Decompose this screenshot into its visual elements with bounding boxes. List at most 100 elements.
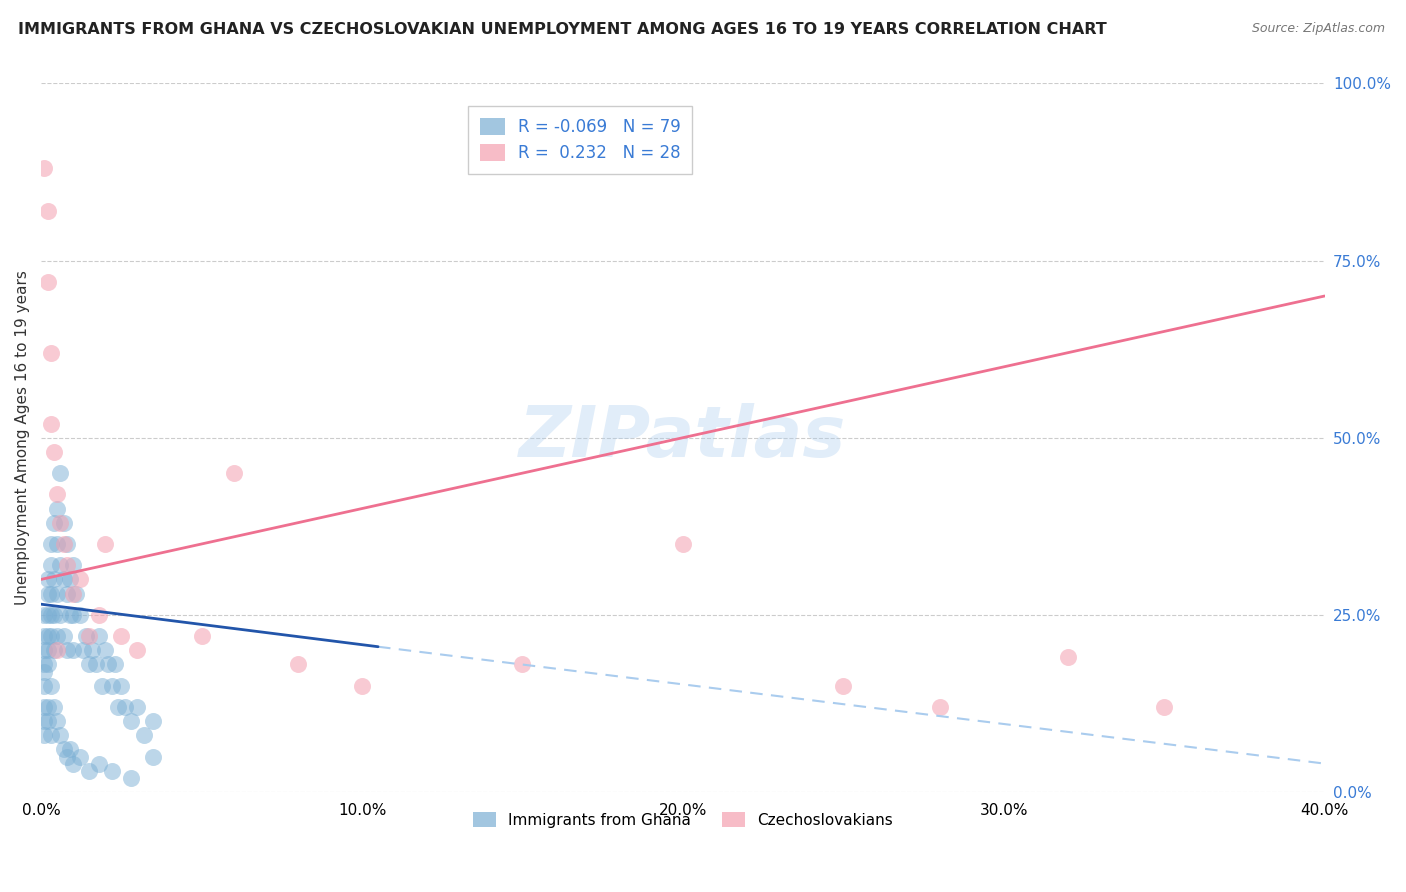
Czechoslovakians <box>287 657 309 672</box>
Immigrants from Ghana <box>110 679 132 693</box>
Czechoslovakians <box>37 275 59 289</box>
Immigrants from Ghana <box>39 607 62 622</box>
Czechoslovakians <box>42 445 65 459</box>
Czechoslovakians <box>34 161 56 176</box>
Immigrants from Ghana <box>34 679 56 693</box>
Immigrants from Ghana <box>39 728 62 742</box>
Czechoslovakians <box>127 643 149 657</box>
Czechoslovakians <box>222 466 245 480</box>
Immigrants from Ghana <box>39 586 62 600</box>
Immigrants from Ghana <box>46 586 69 600</box>
Immigrants from Ghana <box>46 629 69 643</box>
Czechoslovakians <box>62 586 84 600</box>
Immigrants from Ghana <box>127 700 149 714</box>
Immigrants from Ghana <box>77 657 100 672</box>
Immigrants from Ghana <box>39 679 62 693</box>
Immigrants from Ghana <box>34 665 56 679</box>
Immigrants from Ghana <box>97 657 120 672</box>
Czechoslovakians <box>46 487 69 501</box>
Immigrants from Ghana <box>100 679 122 693</box>
Immigrants from Ghana <box>49 607 72 622</box>
Immigrants from Ghana <box>77 764 100 778</box>
Immigrants from Ghana <box>142 714 165 728</box>
Czechoslovakians <box>110 629 132 643</box>
Immigrants from Ghana <box>37 586 59 600</box>
Immigrants from Ghana <box>91 679 114 693</box>
Legend: Immigrants from Ghana, Czechoslovakians: Immigrants from Ghana, Czechoslovakians <box>467 805 898 834</box>
Immigrants from Ghana <box>34 607 56 622</box>
Immigrants from Ghana <box>37 629 59 643</box>
Immigrants from Ghana <box>55 643 77 657</box>
Immigrants from Ghana <box>94 643 117 657</box>
Immigrants from Ghana <box>42 607 65 622</box>
Immigrants from Ghana <box>37 607 59 622</box>
Immigrants from Ghana <box>42 700 65 714</box>
Immigrants from Ghana <box>72 643 94 657</box>
Immigrants from Ghana <box>37 657 59 672</box>
Immigrants from Ghana <box>132 728 155 742</box>
Czechoslovakians <box>1057 650 1080 665</box>
Czechoslovakians <box>928 700 950 714</box>
Immigrants from Ghana <box>42 516 65 530</box>
Czechoslovakians <box>69 573 91 587</box>
Immigrants from Ghana <box>39 537 62 551</box>
Czechoslovakians <box>37 204 59 219</box>
Czechoslovakians <box>350 679 373 693</box>
Immigrants from Ghana <box>55 749 77 764</box>
Czechoslovakians <box>190 629 212 643</box>
Czechoslovakians <box>39 417 62 431</box>
Immigrants from Ghana <box>37 700 59 714</box>
Czechoslovakians <box>39 345 62 359</box>
Immigrants from Ghana <box>34 629 56 643</box>
Czechoslovakians <box>49 516 72 530</box>
Immigrants from Ghana <box>49 728 72 742</box>
Text: ZIPatlas: ZIPatlas <box>519 403 846 472</box>
Immigrants from Ghana <box>42 573 65 587</box>
Y-axis label: Unemployment Among Ages 16 to 19 years: Unemployment Among Ages 16 to 19 years <box>15 270 30 605</box>
Czechoslovakians <box>55 558 77 573</box>
Czechoslovakians <box>77 629 100 643</box>
Immigrants from Ghana <box>59 607 82 622</box>
Immigrants from Ghana <box>34 714 56 728</box>
Czechoslovakians <box>46 643 69 657</box>
Immigrants from Ghana <box>104 657 127 672</box>
Immigrants from Ghana <box>34 700 56 714</box>
Czechoslovakians <box>94 537 117 551</box>
Immigrants from Ghana <box>142 749 165 764</box>
Immigrants from Ghana <box>87 756 110 771</box>
Immigrants from Ghana <box>84 657 107 672</box>
Immigrants from Ghana <box>34 643 56 657</box>
Immigrants from Ghana <box>39 558 62 573</box>
Immigrants from Ghana <box>62 607 84 622</box>
Immigrants from Ghana <box>49 558 72 573</box>
Immigrants from Ghana <box>34 728 56 742</box>
Immigrants from Ghana <box>59 742 82 756</box>
Immigrants from Ghana <box>62 643 84 657</box>
Czechoslovakians <box>52 537 75 551</box>
Immigrants from Ghana <box>120 714 142 728</box>
Text: IMMIGRANTS FROM GHANA VS CZECHOSLOVAKIAN UNEMPLOYMENT AMONG AGES 16 TO 19 YEARS : IMMIGRANTS FROM GHANA VS CZECHOSLOVAKIAN… <box>18 22 1107 37</box>
Immigrants from Ghana <box>120 771 142 785</box>
Immigrants from Ghana <box>55 586 77 600</box>
Immigrants from Ghana <box>39 629 62 643</box>
Immigrants from Ghana <box>82 643 104 657</box>
Text: Source: ZipAtlas.com: Source: ZipAtlas.com <box>1251 22 1385 36</box>
Immigrants from Ghana <box>69 607 91 622</box>
Immigrants from Ghana <box>46 537 69 551</box>
Immigrants from Ghana <box>87 629 110 643</box>
Immigrants from Ghana <box>46 501 69 516</box>
Immigrants from Ghana <box>37 714 59 728</box>
Czechoslovakians <box>1153 700 1175 714</box>
Immigrants from Ghana <box>114 700 136 714</box>
Immigrants from Ghana <box>55 537 77 551</box>
Immigrants from Ghana <box>37 643 59 657</box>
Immigrants from Ghana <box>52 629 75 643</box>
Immigrants from Ghana <box>52 573 75 587</box>
Immigrants from Ghana <box>52 742 75 756</box>
Immigrants from Ghana <box>52 516 75 530</box>
Immigrants from Ghana <box>46 714 69 728</box>
Czechoslovakians <box>672 537 695 551</box>
Immigrants from Ghana <box>59 573 82 587</box>
Immigrants from Ghana <box>42 643 65 657</box>
Immigrants from Ghana <box>62 756 84 771</box>
